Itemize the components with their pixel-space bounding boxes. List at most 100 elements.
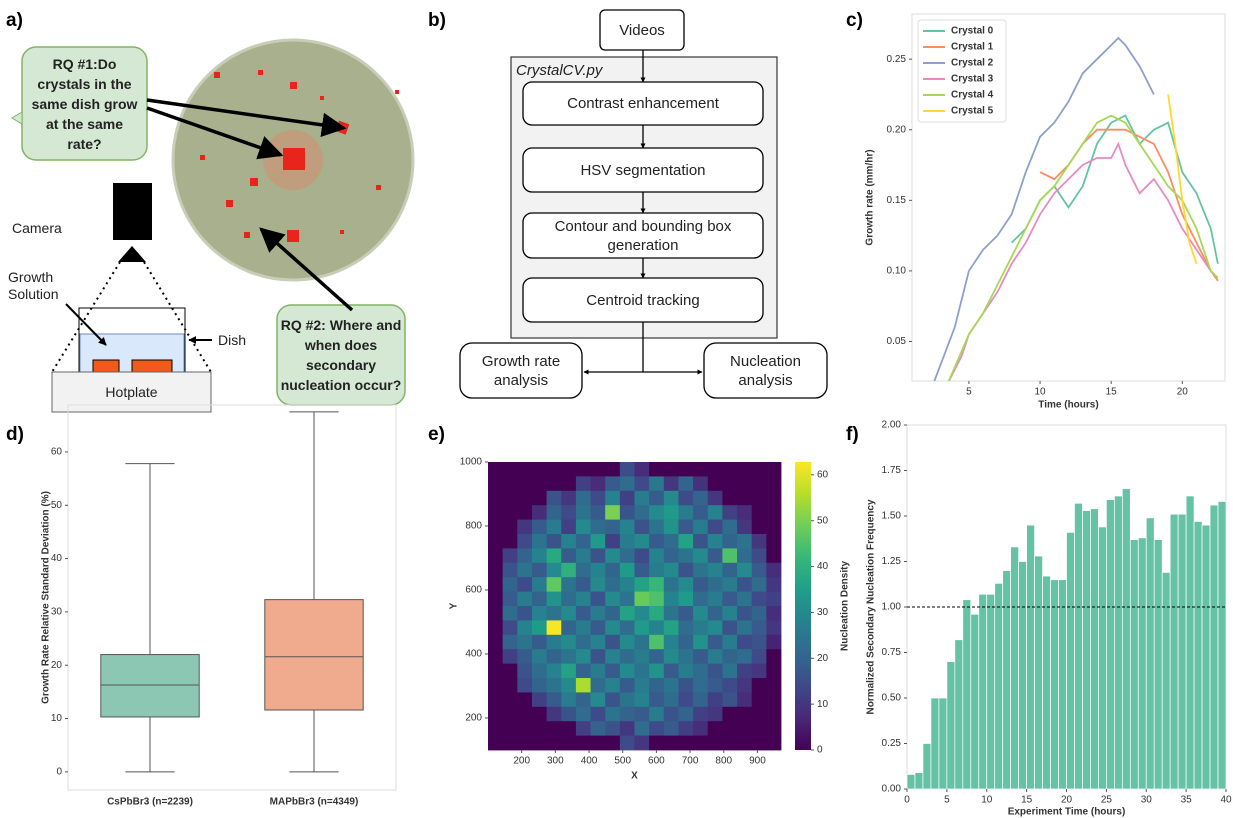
heat-cell xyxy=(619,620,635,636)
plot-frame xyxy=(911,13,1226,382)
heat-cell xyxy=(546,591,562,607)
panel-label: d) xyxy=(6,424,24,445)
x-tick-label: 10 xyxy=(1034,387,1046,398)
heat-cell xyxy=(751,476,767,492)
y-tick-label: 50 xyxy=(51,500,63,511)
heat-cell xyxy=(517,692,533,708)
colorbar-tick-label: 40 xyxy=(817,561,829,572)
y-axis-label: Growth rate (mm/hr) xyxy=(865,149,876,245)
heat-cell xyxy=(590,606,606,621)
heat-cell xyxy=(634,577,650,592)
y-tick-label: 30 xyxy=(51,607,63,618)
legend xyxy=(917,19,1007,123)
heat-cell xyxy=(634,706,650,722)
bar xyxy=(1201,524,1211,790)
heat-cell xyxy=(649,678,665,693)
heat-cell xyxy=(590,735,606,751)
heat-cell xyxy=(634,606,650,621)
crystal-side xyxy=(92,359,120,373)
heat-cell xyxy=(575,476,591,492)
bar xyxy=(1018,561,1027,790)
y-tick-label: 0.05 xyxy=(887,336,907,347)
heat-cell xyxy=(649,490,665,506)
heat-cell xyxy=(517,620,533,636)
heat-cell xyxy=(634,562,650,578)
heat-cell xyxy=(634,548,650,564)
heat-cell xyxy=(502,692,518,708)
heat-cell xyxy=(605,620,621,636)
colorbar-tick-label: 10 xyxy=(817,699,829,710)
heat-cell xyxy=(722,476,738,492)
heat-cell xyxy=(517,721,533,736)
crystal xyxy=(283,148,305,170)
heat-cell xyxy=(605,692,621,708)
heat-cell xyxy=(649,505,665,520)
heat-cell xyxy=(517,519,533,535)
heat-cell xyxy=(678,505,694,520)
y-tick-label: 0.25 xyxy=(882,738,902,749)
heat-cell xyxy=(561,649,577,664)
heat-cell xyxy=(605,706,621,722)
heat-cell xyxy=(707,519,723,535)
panel-b-diagram xyxy=(459,9,828,399)
heat-cell xyxy=(531,591,547,607)
heat-cell xyxy=(722,534,738,549)
heat-cell xyxy=(737,620,753,636)
heat-cell xyxy=(619,663,635,679)
y-tick-label: 10 xyxy=(51,713,63,724)
heat-cell xyxy=(649,562,665,578)
heat-cell xyxy=(737,649,753,664)
camera xyxy=(113,183,152,240)
heat-cell xyxy=(766,548,782,564)
heat-cell xyxy=(678,692,694,708)
heat-cell xyxy=(488,706,504,722)
heat-cell xyxy=(737,519,753,535)
x-tick-label: 10 xyxy=(981,795,993,806)
bar xyxy=(1193,521,1203,790)
heat-cell xyxy=(663,519,679,535)
heat-cell xyxy=(722,562,738,578)
heat-cell xyxy=(619,735,635,751)
heat-cell xyxy=(693,692,709,708)
heat-cell xyxy=(751,462,767,477)
x-tick-label: 15 xyxy=(1106,387,1118,398)
heat-cell xyxy=(663,692,679,708)
heat-cell xyxy=(488,649,504,664)
heat-cell xyxy=(751,649,767,664)
x-tick-label: 500 xyxy=(614,756,631,767)
heat-cell xyxy=(590,505,606,520)
heat-cell xyxy=(502,678,518,693)
arrow xyxy=(146,106,284,160)
crystal xyxy=(290,82,297,89)
heat-cell xyxy=(663,634,679,650)
y-tick-label: 1.50 xyxy=(882,511,902,522)
x-tick-label: 800 xyxy=(715,756,732,767)
heat-cell xyxy=(619,591,635,607)
bar xyxy=(1209,504,1219,790)
colorbar-tick-label: 30 xyxy=(817,607,829,618)
legend-label: Crystal 3 xyxy=(951,74,994,85)
heat-cell xyxy=(575,706,591,722)
x-tick-label: 700 xyxy=(682,756,699,767)
node-label: Centroid tracking xyxy=(586,291,700,309)
node xyxy=(599,9,685,51)
heat-cell xyxy=(546,634,562,650)
heat-cell xyxy=(488,562,504,578)
heat-cell xyxy=(619,706,635,722)
heat-cell xyxy=(531,735,547,751)
series-line xyxy=(933,36,1155,381)
heat-cell xyxy=(634,678,650,693)
heat-cell xyxy=(737,634,753,650)
label: Hotplate xyxy=(105,383,158,400)
heat-cell xyxy=(766,649,782,664)
crystal xyxy=(395,90,399,94)
heat-cell xyxy=(575,462,591,477)
heat-cell xyxy=(605,634,621,650)
heat-cell xyxy=(663,462,679,477)
heat-cell xyxy=(575,562,591,578)
heat-cell xyxy=(751,562,767,578)
heat-cell xyxy=(619,519,635,535)
series-line xyxy=(1167,94,1198,265)
heat-cell xyxy=(678,735,694,751)
